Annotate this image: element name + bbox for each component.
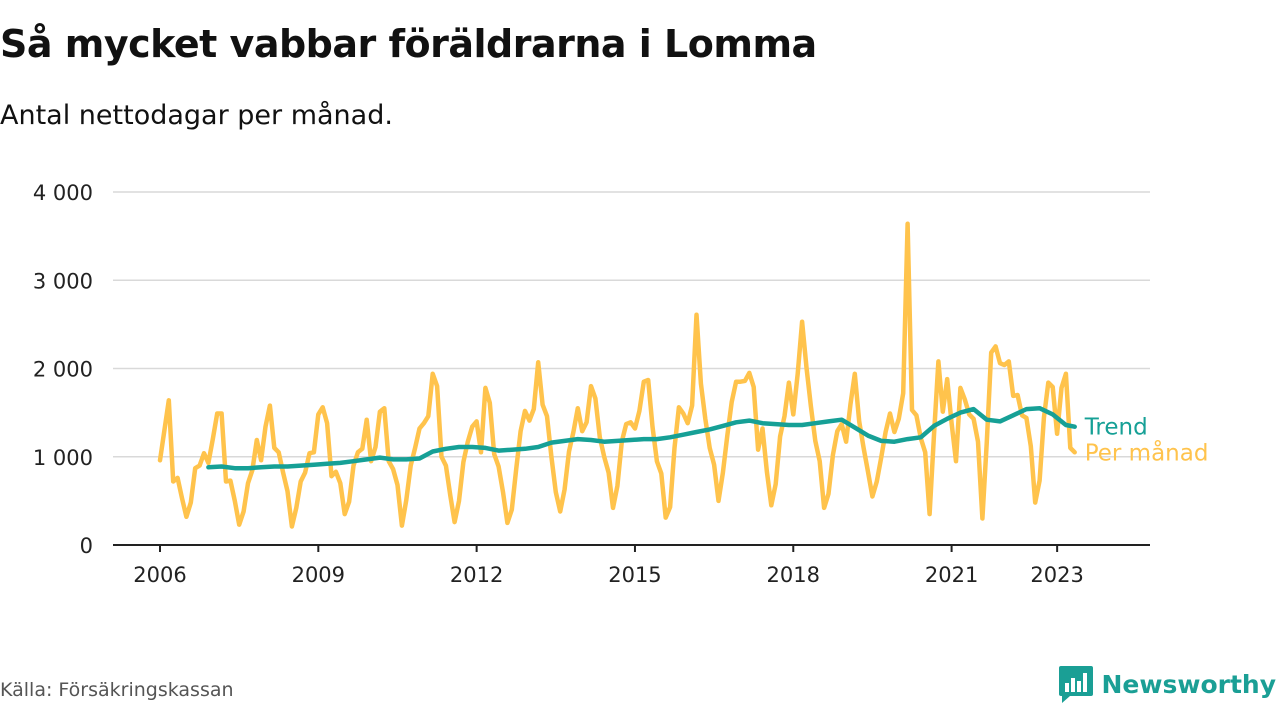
x-tick-label: 2023 [1030,563,1083,587]
brand-logo[interactable]: Newsworthy [1058,664,1277,704]
source-note: Källa: Försäkringskassan [0,679,234,701]
y-tick-label: 0 [80,534,93,558]
x-tick-label: 2012 [450,563,503,587]
y-tick-label: 2 000 [33,358,93,382]
x-tick-label: 2009 [292,563,345,587]
y-axis: 0 1 000 2 000 3 000 4 000 [33,181,93,558]
series-label-trend: Trend [1084,415,1148,441]
bar-chart-speech-bubble-icon [1058,666,1093,703]
series-label-per-m-nad: Per månad [1085,438,1209,466]
y-tick-label: 4 000 [33,181,93,205]
brand-name: Newsworthy [1101,669,1277,699]
chart-subtitle: Antal nettodagar per månad. [0,100,393,131]
x-tick-label: 2021 [925,563,978,587]
y-tick-label: 1 000 [33,446,93,470]
series-layer [157,221,1077,529]
series-line-trend [206,405,1077,471]
y-tick-label: 3 000 [33,269,93,293]
x-tick-label: 2015 [608,563,661,587]
x-tick-label: 2018 [767,563,820,587]
x-axis: 2006 2009 2012 2015 2018 2021 2023 [113,544,1150,587]
series-line-per-m-nad [157,221,1077,529]
page-title: Så mycket vabbar föräldrarna i Lomma [0,22,817,66]
x-tick-label: 2006 [133,563,186,587]
